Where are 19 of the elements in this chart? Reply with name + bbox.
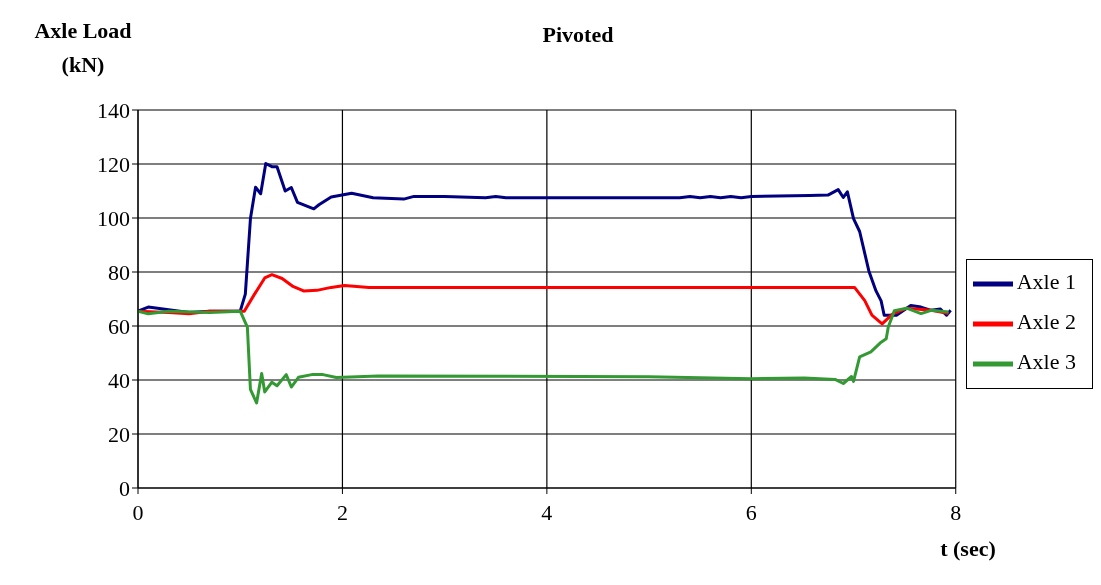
legend-label: Axle 2	[1016, 309, 1076, 335]
y-tick-label: 40	[108, 367, 130, 393]
y-axis-title: Axle Load (kN)	[33, 17, 133, 79]
y-tick-label: 120	[97, 151, 130, 177]
chart-title: Pivoted	[541, 22, 615, 48]
x-tick-label: 4	[541, 499, 553, 525]
y-tick-label: 100	[97, 205, 130, 231]
y-tick-label: 20	[108, 421, 130, 447]
x-tick-label: 8	[950, 499, 962, 525]
y-tick-label: 80	[108, 259, 130, 285]
line-series	[138, 306, 951, 405]
legend-label: Axle 1	[1016, 269, 1076, 295]
x-tick-label: 2	[336, 499, 348, 525]
x-tick-label: 6	[745, 499, 757, 525]
y-tick-label: 60	[108, 313, 130, 339]
y-tick-label: 140	[97, 97, 130, 123]
legend-label: Axle 3	[1016, 349, 1076, 375]
y-tick-label: 0	[119, 475, 130, 501]
x-axis-title: t (sec)	[939, 536, 997, 562]
